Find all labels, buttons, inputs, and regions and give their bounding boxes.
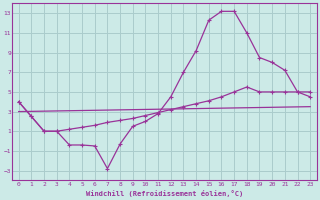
X-axis label: Windchill (Refroidissement éolien,°C): Windchill (Refroidissement éolien,°C): [86, 190, 243, 197]
